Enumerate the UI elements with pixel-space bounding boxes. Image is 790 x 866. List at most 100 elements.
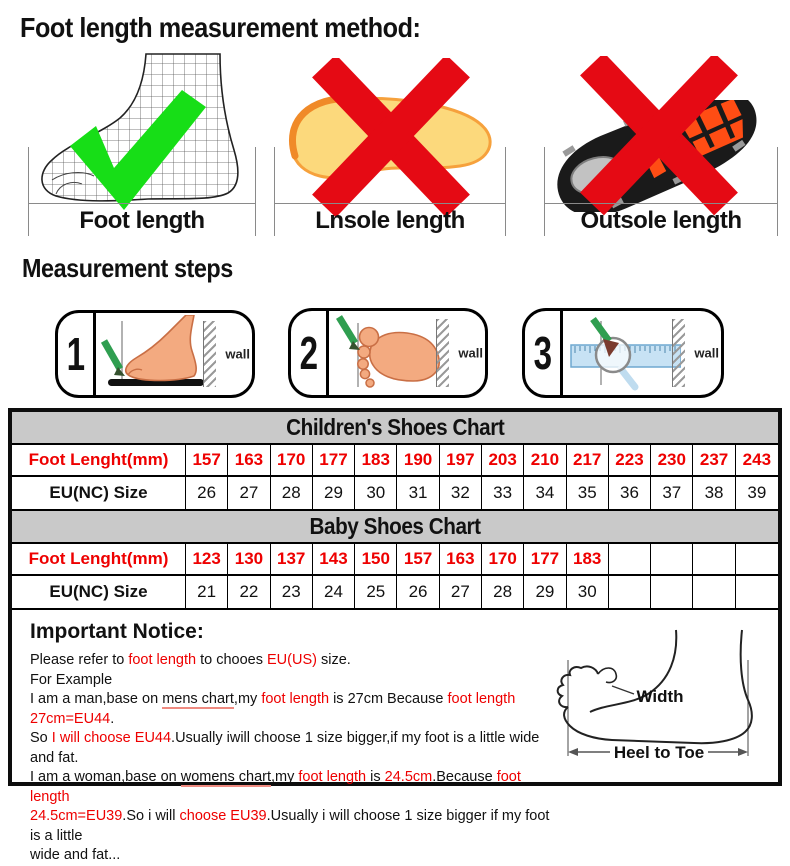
step-3-ruler-illustration [570, 316, 681, 391]
value-cell: 27 [440, 576, 482, 608]
insole-length-label: Lnsole length [275, 203, 505, 235]
notice-text: I am a woman,base on [30, 769, 181, 785]
value-cell: 163 [228, 445, 271, 475]
value-cell: 33 [482, 477, 525, 509]
value-cell: 37 [651, 477, 694, 509]
notice-line: Please refer to foot length to chooes EU… [30, 651, 562, 671]
notice-text: Please refer to [30, 652, 129, 668]
value-cell: 23 [271, 576, 313, 608]
notice-text: For Example [30, 671, 113, 688]
step-3: 3 wall [522, 308, 724, 398]
notice-text: ,my [271, 769, 299, 785]
notice-line: I am a man,base on mens chart,my foot le… [30, 690, 562, 729]
notice-line: 24.5cm=EU39.So i will choose EU39.Usuall… [30, 807, 562, 846]
notice-text: wide and fat... [30, 847, 121, 863]
step-1-number: 1 [58, 313, 96, 395]
value-cell: 28 [482, 576, 525, 608]
step-2-number: 2 [291, 311, 329, 395]
value-cell: 190 [397, 445, 440, 475]
baby-chart-rows: Foot Lenght(mm) 123 130 137 143 150 157 163 170 1… [12, 544, 778, 608]
outsole-length-label: Outsole length [545, 203, 777, 235]
value-cell: 21 [186, 576, 229, 608]
value-cell: 22 [228, 576, 271, 608]
foot-length-bracket: Foot length [28, 147, 256, 236]
value-cell [609, 544, 652, 574]
page-title: Foot length measurement method: [20, 12, 465, 44]
notice-highlight: foot length 27cm=EU44 [30, 691, 516, 727]
notice-text: So [30, 730, 52, 746]
step-2-wall-label: wall [458, 345, 483, 361]
row-header-cell: Foot Lenght(mm) [12, 445, 186, 475]
childrens-chart-title: Children's Shoes Chart [12, 412, 778, 445]
value-cell: 29 [524, 576, 567, 608]
insole-length-bracket: Lnsole length [274, 147, 506, 236]
value-cell: 39 [747, 483, 767, 502]
step-2-wall-hatch [436, 319, 449, 387]
foot-measure-diagram: Width Heel to Toe [556, 629, 753, 762]
step-3-number: 3 [525, 311, 563, 395]
notice-highlight: I will choose EU44 [51, 730, 172, 746]
step-2-footprint-illustration [336, 315, 440, 388]
steps-heading-text: Measurement steps [22, 253, 233, 283]
notice-text: .Because [432, 769, 497, 785]
value-cell: 210 [524, 445, 567, 475]
value-cell: 143 [313, 544, 356, 574]
step-3-wall-label: wall [694, 345, 719, 361]
notice-underlined: womens chart [180, 769, 271, 787]
chart-row: Foot Lenght(mm) 123 130 137 143 150 157 163 170 1… [12, 544, 778, 576]
chart-row: EU(NC) Size 21 22 23 24 25 26 27 28 29 30 [12, 576, 778, 608]
value-cell: 27 [228, 477, 271, 509]
value-cell: 24 [313, 576, 356, 608]
foot-length-label: Foot length [29, 203, 255, 235]
notice-body: Please refer to foot length to chooes EU… [30, 651, 562, 866]
notice-text: .So i will [122, 808, 180, 824]
notice-line: I am a woman,base on womens chart,my foo… [30, 768, 562, 807]
value-cell: 123 [186, 544, 229, 574]
value-cell: 177 [524, 544, 567, 574]
value-cell: 150 [355, 544, 398, 574]
notice-line: wide and fat... [30, 846, 562, 866]
step-3-content: wall [563, 311, 721, 395]
notice-text: I am a man,base on [30, 691, 163, 707]
row-header-cell: EU(NC) Size [12, 477, 186, 509]
method-foot-length: Foot length [22, 52, 262, 238]
notice-highlight: choose EU39 [179, 808, 267, 824]
value-cell: 237 [693, 445, 736, 475]
childrens-shoes-chart: Children's Shoes Chart Foot Lenght(mm) 15… [12, 412, 778, 509]
value-cell [609, 576, 652, 608]
notice-text: ,my [233, 691, 262, 707]
value-cell: 243 [742, 450, 772, 469]
notice-text: .Usually iwill choose 1 size bigger,if m… [30, 730, 540, 766]
step-2: 2 wall [288, 308, 488, 398]
method-insole-length: Lnsole length [268, 52, 512, 238]
value-cell: 38 [693, 477, 736, 509]
method-outsole-length: Outsole length [538, 52, 784, 238]
value-cell [736, 544, 778, 574]
notice-text: . [110, 710, 115, 727]
step-1-wall-label: wall [225, 346, 250, 362]
step-1-foot-side-illustration [100, 315, 204, 386]
value-cell: 35 [567, 477, 609, 509]
heel-to-toe-label: Heel to Toe [614, 743, 704, 762]
value-cell: 30 [355, 477, 398, 509]
value-cell: 29 [313, 477, 356, 509]
value-cell: 183 [567, 544, 609, 574]
value-cell: 130 [228, 544, 271, 574]
steps-heading: Measurement steps [22, 253, 256, 284]
notice-highlight: foot length [298, 769, 367, 785]
notice-line: So I will choose EU44.Usually iwill choo… [30, 729, 562, 768]
value-cell: 30 [567, 576, 609, 608]
notice-highlight: foot length [261, 691, 330, 707]
step-2-content: wall [329, 311, 485, 395]
row-header-cell: EU(NC) Size [12, 576, 186, 608]
step-1: 1 wall [55, 310, 255, 398]
value-cell: 223 [609, 445, 652, 475]
size-charts-block: Children's Shoes Chart Foot Lenght(mm) 15… [8, 408, 782, 863]
value-cell: 183 [355, 445, 398, 475]
notice-highlight: foot length [128, 652, 197, 668]
value-cell: 157 [186, 445, 229, 475]
value-cell [693, 576, 736, 608]
step-1-wall-hatch [203, 321, 216, 387]
baby-shoes-chart: Baby Shoes Chart Foot Lenght(mm) 123 130 13… [12, 509, 778, 608]
value-cell: 170 [271, 445, 313, 475]
